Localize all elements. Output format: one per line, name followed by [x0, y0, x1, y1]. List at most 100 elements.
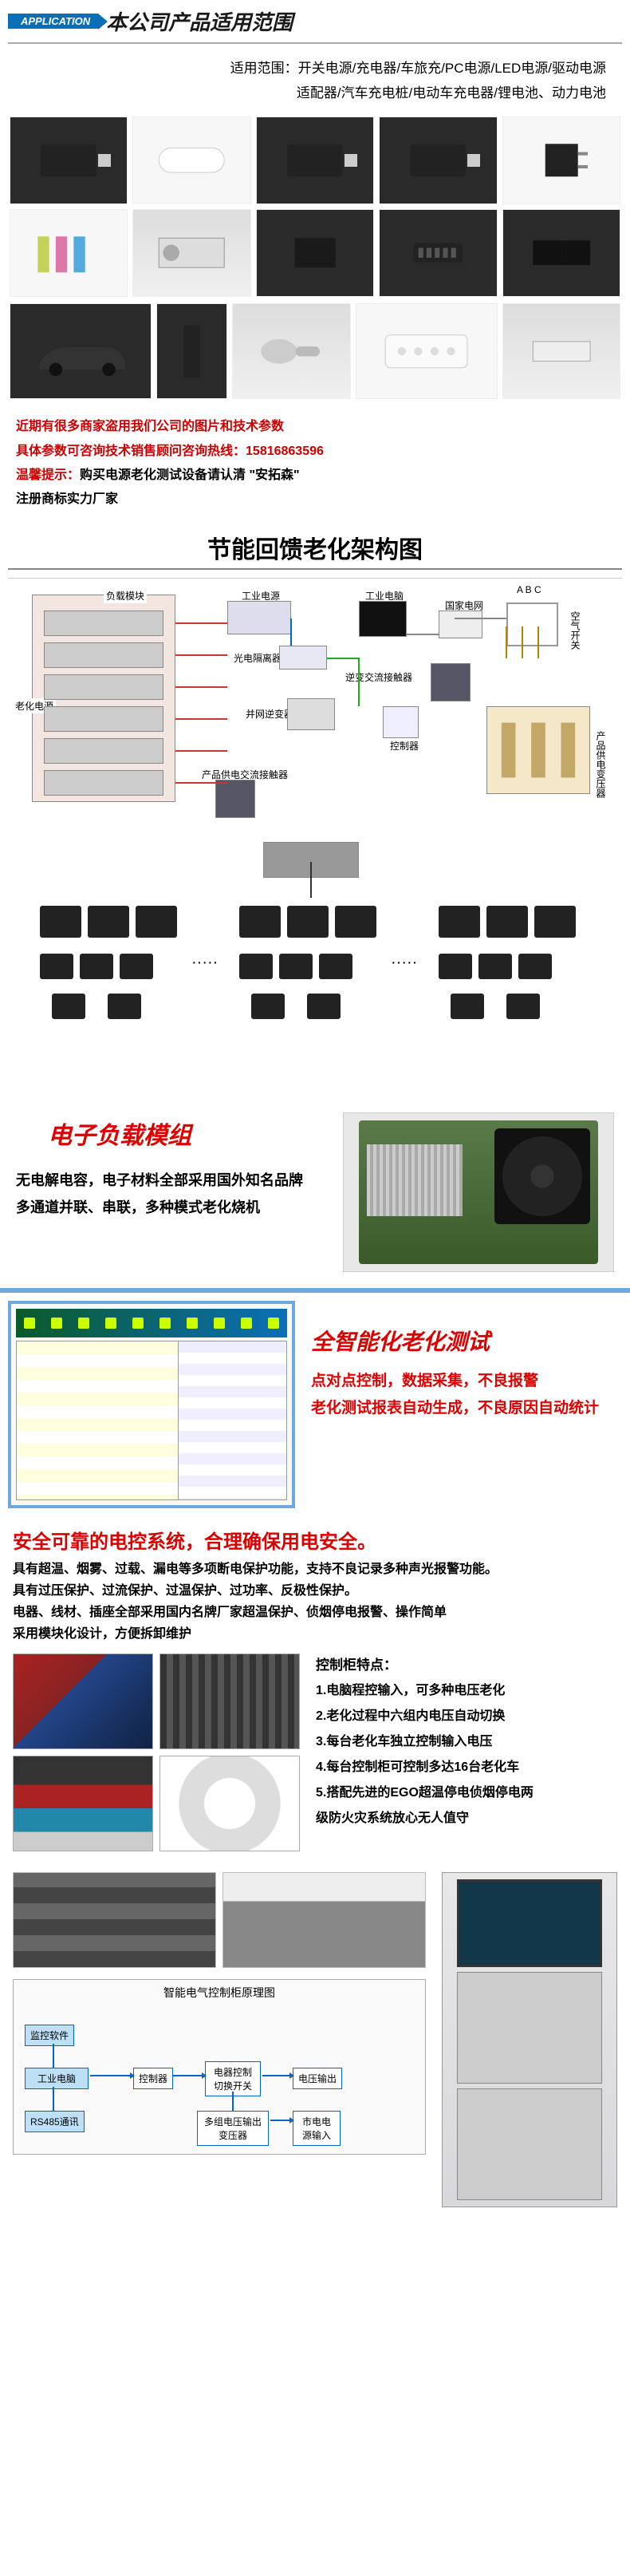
cabinet-panel: [457, 1972, 602, 2084]
diag-output: 电压输出: [293, 2068, 342, 2089]
feature-item: 2.老化过程中六组内电压自动切换: [316, 1704, 617, 1729]
hub-box: [263, 842, 359, 878]
chip: [506, 994, 540, 1019]
contactor-box: [215, 780, 255, 818]
features-list: 1.电脑程控输入，可多种电压老化 2.老化过程中六组内电压自动切换 3.每台老化…: [316, 1678, 617, 1831]
notice-line-3: 温馨提示：购买电源老化测试设备请认清 "安拓森": [16, 464, 614, 488]
application-badge: APPLICATION: [8, 14, 98, 29]
product-powerbank: [132, 117, 250, 204]
product-adapter-1: [10, 117, 128, 204]
diag-transformer: 多组电压输出变压器: [197, 2111, 269, 2146]
grid-box: [439, 610, 482, 638]
rack-unit: [44, 642, 163, 668]
ai-desc-1: 点对点控制，数据采集，不良报警: [311, 1368, 622, 1395]
air-switch-box: [506, 603, 558, 646]
product-tower: [156, 303, 227, 399]
feature-images: [13, 1653, 300, 1851]
controller-box: [383, 706, 419, 738]
scope-line-2: 适配器/汽车充电桩/电动车充电器/锂电池、动力电池: [24, 81, 606, 106]
chip: [478, 954, 512, 979]
chip: [518, 954, 552, 979]
product-plug: [502, 117, 620, 204]
notice-line-1: 近期有很多商家盗用我们公司的图片和技术参数: [16, 415, 614, 439]
notice-line-4: 注册商标实力厂家: [16, 488, 614, 512]
transformer-box: [486, 706, 590, 794]
product-usb-hub: [379, 209, 497, 297]
product-adapter-3: [379, 117, 497, 204]
notice-line-2: 具体参数可咨询技术销售顾问咨询热线：15816863596: [16, 440, 614, 464]
product-sticks: [10, 209, 128, 297]
scope-text: 适用范围：开关电源/充电器/车旅充/PC电源/LED电源/驱动电源 适配器/汽车…: [0, 52, 630, 110]
feature-img-wires: [13, 1653, 153, 1749]
feature-item: 1.电脑程控输入，可多种电压老化: [316, 1678, 617, 1704]
architecture-diagram: 负载模块 老化电源 工业电源 光电隔离器 并网逆变器 产品供电交流接触器 工业电…: [8, 578, 622, 1088]
ai-test-section: 全智能化老化测试 点对点控制，数据采集，不良报警 老化测试报表自动生成，不良原因…: [0, 1288, 630, 1516]
chip: [40, 954, 73, 979]
cabinet-render: [442, 1872, 617, 2207]
ellipsis: ·····: [391, 954, 417, 972]
feature-item: 5.搭配先进的EGO超温停电侦烟停电两: [316, 1780, 617, 1806]
cabinet-panel: [457, 2088, 602, 2200]
rack-unit: [44, 770, 163, 796]
product-car: [10, 303, 152, 399]
label-product-transformer: 产品供电变压器: [592, 730, 610, 799]
chip: [88, 906, 129, 938]
feature-img-cable: [13, 1756, 153, 1851]
diag-pc: 工业电脑: [25, 2068, 89, 2089]
chip: [534, 906, 576, 938]
chip: [335, 906, 376, 938]
label-optical-isolator: 光电隔离器: [231, 650, 284, 666]
cabinet-photos: [13, 1872, 426, 1968]
safety-title: 安全可靠的电控系统，合理确保用电安全。: [0, 1516, 630, 1559]
chip: [80, 954, 113, 979]
load-title: 电子负载模组: [48, 1116, 324, 1151]
load-desc-2: 多通道并联、串联，多种模式老化烧机: [16, 1194, 324, 1221]
chip: [319, 954, 352, 979]
feature-item: 4.每台控制柜可控制多达16台老化车: [316, 1755, 617, 1780]
rack-unit: [44, 738, 163, 764]
chip: [120, 954, 153, 979]
safety-line: 电器、线材、插座全部采用国内名牌厂家超温保护、侦烟停电报警、操作简单: [13, 1602, 617, 1623]
diag-input: 市电电源输入: [293, 2111, 341, 2146]
load-desc-1: 无电解电容，电子材料全部采用国外知名品牌: [16, 1167, 324, 1194]
chip: [439, 906, 480, 938]
inverter-contactor-box: [431, 663, 471, 701]
feature-img-board: [159, 1653, 300, 1749]
cabinet-diagram: 智能电气控制柜原理图 监控软件 工业电脑 RS485通讯 控制器 电器控制切换开…: [13, 1979, 426, 2155]
product-led-driver: [502, 303, 620, 399]
chip: [52, 994, 85, 1019]
chip: [136, 906, 177, 938]
product-car-charger: [232, 303, 350, 399]
ai-title: 全智能化老化测试: [311, 1325, 622, 1357]
feature-item: 3.每台老化车独立控制输入电压: [316, 1729, 617, 1755]
notice-block: 近期有很多商家盗用我们公司的图片和技术参数 具体参数可咨询技术销售顾问咨询热线：…: [0, 407, 630, 520]
optical-isolator-box: [279, 646, 327, 670]
cabinet-photo-1: [13, 1872, 216, 1968]
ai-desc-2: 老化测试报表自动生成，不良原因自动统计: [311, 1395, 622, 1422]
chip: [486, 906, 528, 938]
chip: [287, 906, 329, 938]
safety-line: 具有超温、烟雾、过载、漏电等多项断电保护功能，支持不良记录多种声光报警功能。: [13, 1559, 617, 1580]
monitor-box: [359, 601, 407, 637]
feature-img-sensor: [159, 1756, 300, 1851]
product-adapter-2: [256, 117, 374, 204]
ellipsis: ·····: [191, 954, 218, 972]
rack-unit: [44, 610, 163, 636]
ai-screenshot: [8, 1301, 295, 1508]
chip: [40, 906, 81, 938]
features-section: 控制柜特点： 1.电脑程控输入，可多种电压老化 2.老化过程中六组内电压自动切换…: [0, 1653, 630, 1864]
rack-unit: [44, 674, 163, 700]
chip: [251, 994, 285, 1019]
cabinet-section: 智能电气控制柜原理图 监控软件 工业电脑 RS485通讯 控制器 电器控制切换开…: [0, 1864, 630, 2231]
load-module-image: [343, 1112, 614, 1272]
product-grid: [0, 110, 630, 303]
label-air-switch: 空气开关: [566, 610, 585, 650]
label-controller: 控制器: [388, 738, 421, 753]
label-abc: A B C: [514, 583, 544, 596]
diag-controller: 控制器: [133, 2068, 173, 2089]
feature-item: 级防火灾系统放心无人值守: [316, 1806, 617, 1831]
cabinet-diagram-title: 智能电气控制柜原理图: [163, 1985, 275, 2001]
phone-number: 15816863596: [246, 444, 324, 458]
chip: [451, 994, 484, 1019]
page-title: 本公司产品适用范围: [106, 6, 293, 36]
